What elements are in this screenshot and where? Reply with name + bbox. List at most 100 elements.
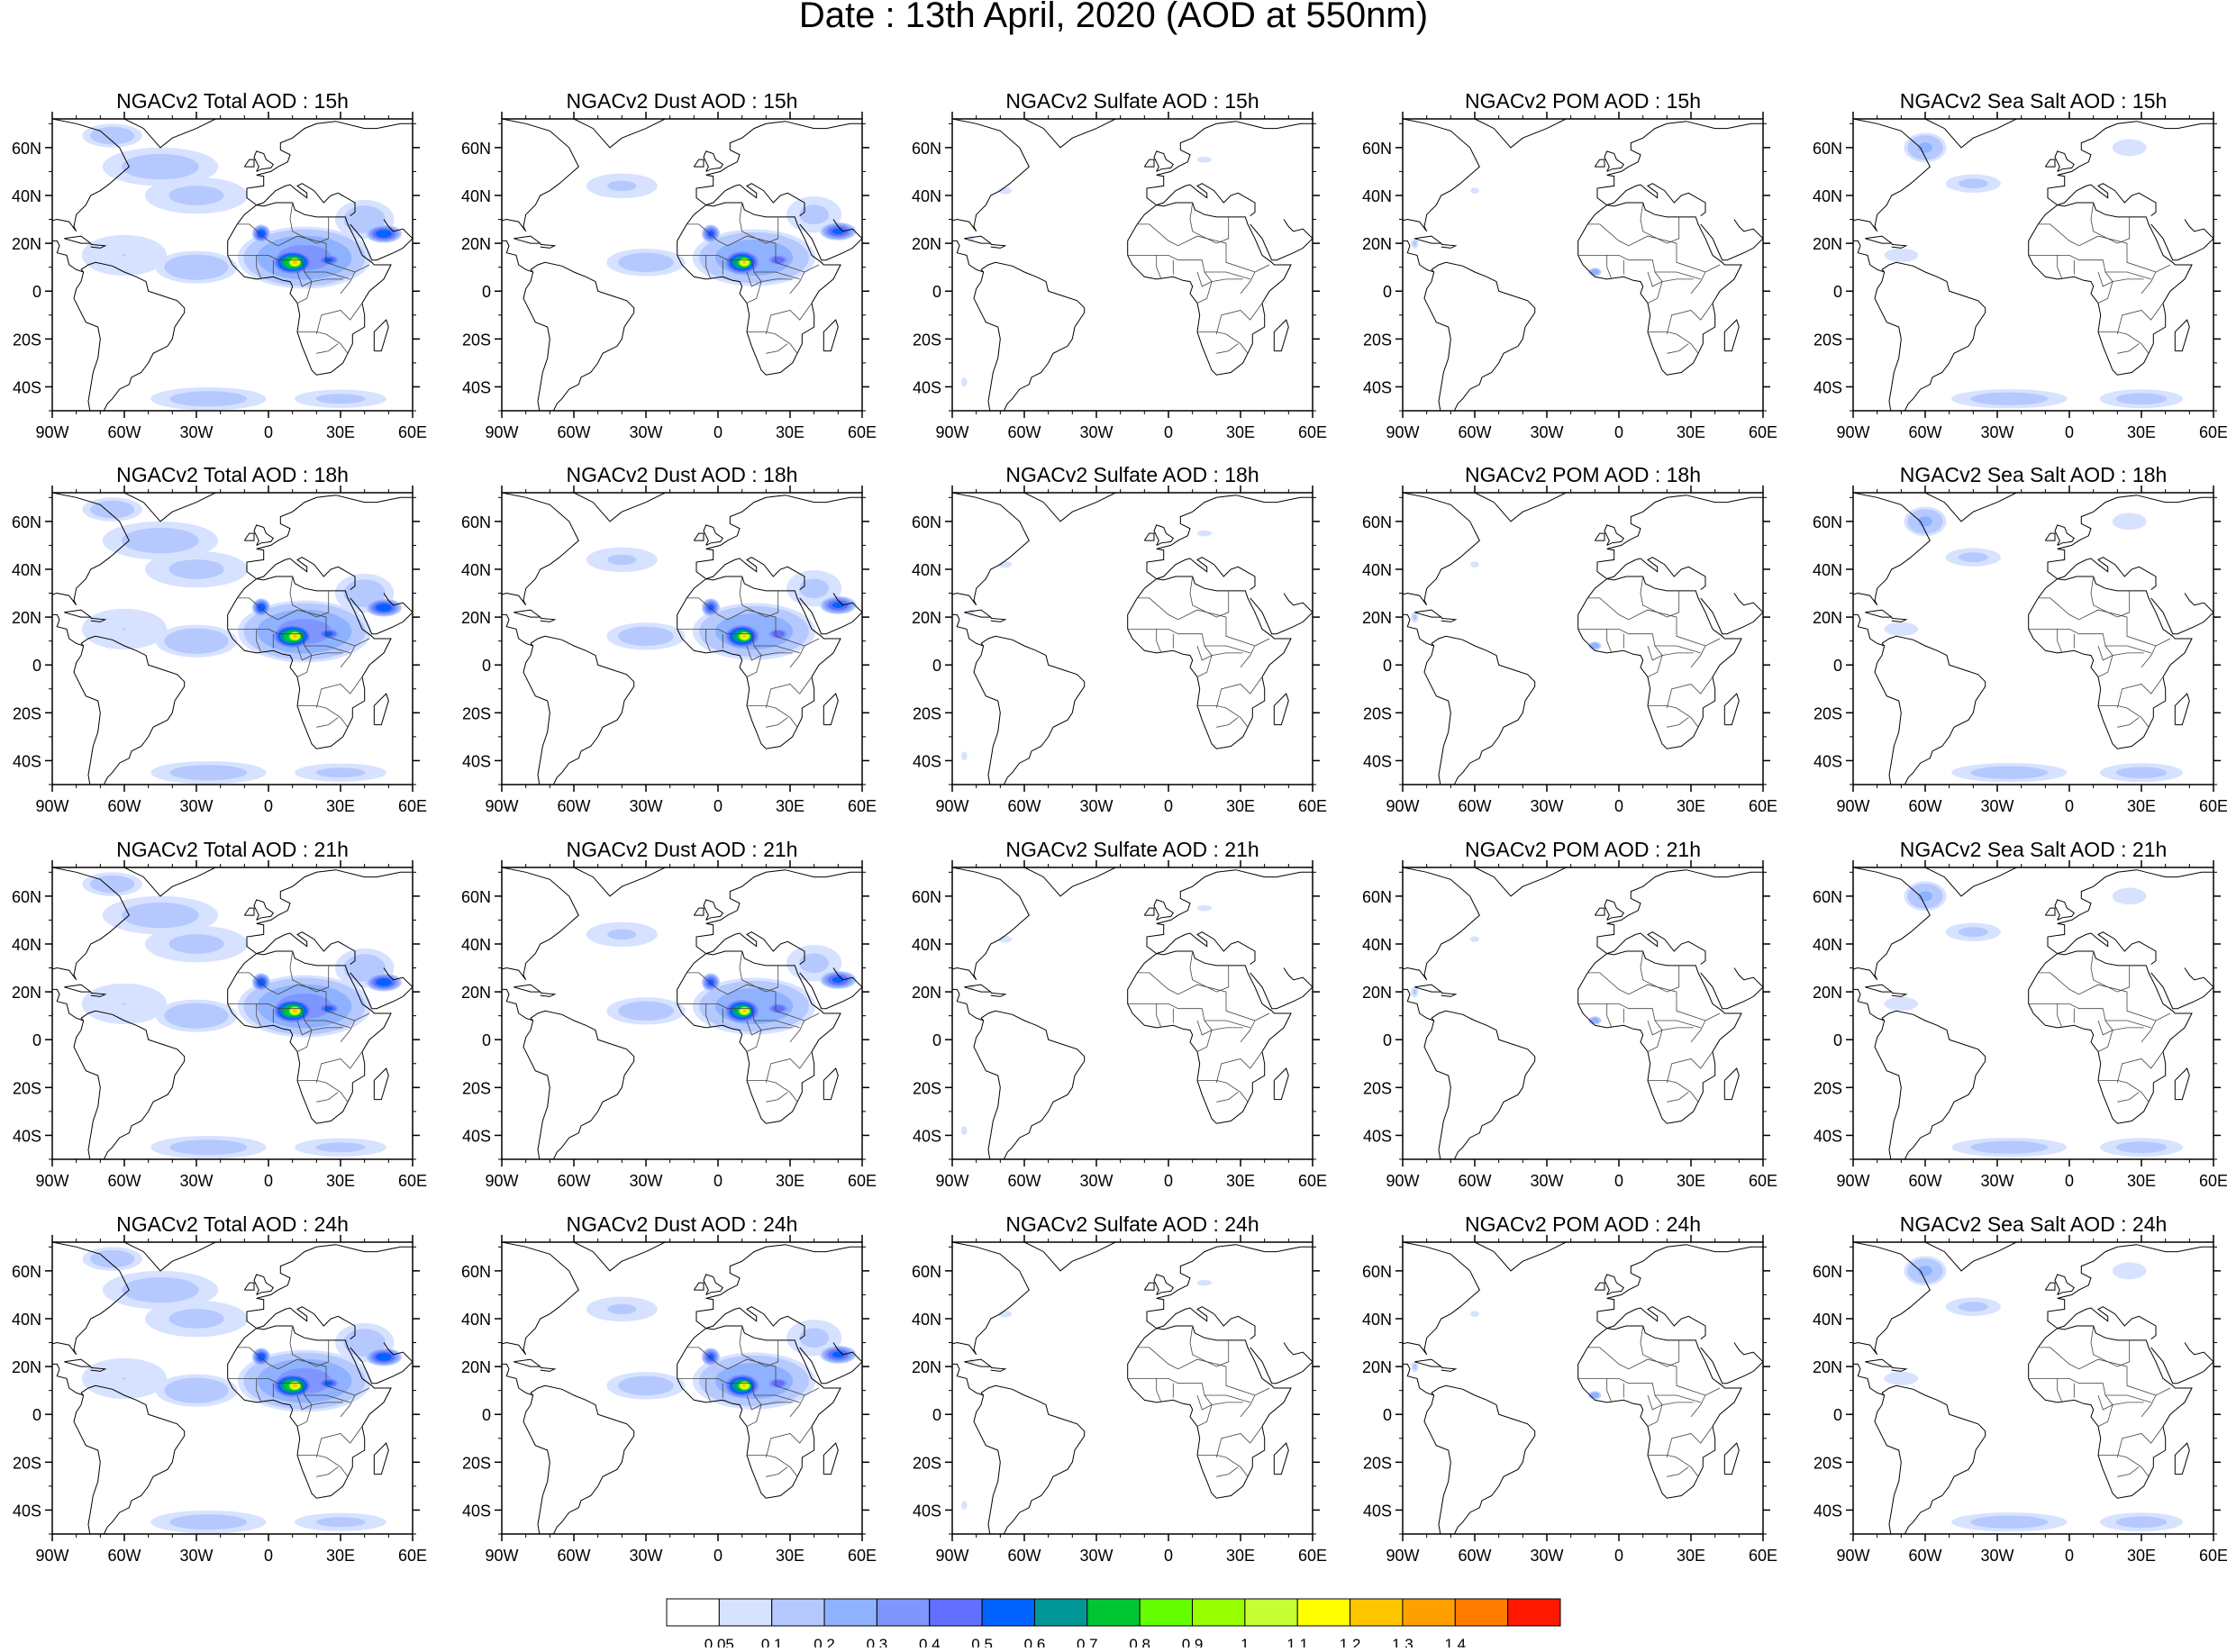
map-area [52, 493, 413, 785]
lon-tick-label: 90W [935, 423, 968, 441]
lat-tick-label: 20S [913, 1079, 941, 1097]
lon-tick-label: 30W [1980, 797, 2013, 815]
lon-tick-label: 30E [776, 1172, 804, 1190]
lat-tick-label: 0 [1383, 657, 1392, 675]
lat-tick-label: 60N [461, 140, 491, 158]
lat-tick-label: 20N [461, 1358, 491, 1376]
colorbar-label: 0.6 [1024, 1636, 1046, 1647]
map-panel: NGACv2 Dust AOD : 24h 60N 40N 20N 0 20S 40S 90W… [461, 1212, 877, 1565]
lat-tick-label: 20N [461, 609, 491, 627]
lat-tick-label: 0 [32, 1031, 41, 1049]
country-borders [1577, 1325, 1721, 1477]
lat-tick-label: 20N [12, 984, 41, 1002]
map-frame [1402, 1241, 1764, 1535]
country-borders [1577, 202, 1721, 354]
map-area [952, 867, 1313, 1159]
lon-tick-label: 60W [107, 797, 141, 815]
map-panel: NGACv2 Dust AOD : 21h 60N 40N 20N 0 20S 40S 90W… [461, 838, 877, 1190]
lon-tick-label: 30E [326, 1547, 355, 1565]
map-panel: NGACv2 Sea Salt AOD : 18h 60N 40N 20N 0 20S 40… [1813, 463, 2227, 815]
aod-field [586, 547, 857, 660]
lat-tick-label: 20S [1363, 1079, 1392, 1097]
map-frame [501, 867, 863, 1160]
map-area [1403, 493, 1763, 785]
lat-tick-label: 40S [462, 752, 491, 770]
map-area [952, 1242, 1313, 1534]
lon-tick-label: 60E [398, 1172, 427, 1190]
lat-tick-label: 60N [461, 513, 491, 531]
lat-tick-label: 20N [1362, 1358, 1392, 1376]
map-frame [951, 1241, 1313, 1535]
panel-title: NGACv2 Dust AOD : 21h [567, 838, 798, 861]
panel-title: NGACv2 Sulfate AOD : 15h [1005, 89, 1259, 113]
lon-tick-label: 0 [1614, 1547, 1623, 1565]
country-borders [1577, 576, 1721, 728]
aod-field [81, 872, 403, 1159]
lon-tick-label: 0 [714, 797, 723, 815]
lon-tick-label: 90W [1386, 1172, 1419, 1190]
map-panel: NGACv2 Total AOD : 18h 60N 40N 20N 0 20S 40S 90… [12, 463, 427, 815]
lon-tick-label: 60W [557, 797, 590, 815]
lat-tick-label: 0 [1383, 283, 1392, 301]
aod-field [1884, 506, 2184, 783]
map-area [1403, 119, 1763, 411]
panel-grid: NGACv2 Total AOD : 15h 60N 40N 20N 0 20S 40S 90… [12, 89, 2227, 1565]
lat-tick-label: 20N [12, 235, 41, 253]
lat-tick-label: 0 [932, 657, 941, 675]
lat-tick-label: 0 [482, 1406, 491, 1424]
lon-tick-label: 0 [264, 1172, 273, 1190]
lat-tick-label: 60N [12, 513, 41, 531]
lon-tick-label: 90W [1386, 797, 1419, 815]
colorbar-swatch [1139, 1598, 1194, 1627]
lat-tick-label: 0 [1383, 1031, 1392, 1049]
lon-tick-label: 30W [1530, 423, 1563, 441]
country-borders [227, 1325, 370, 1477]
panel-title: NGACv2 Total AOD : 24h [116, 1212, 349, 1236]
coastlines [952, 867, 1313, 1159]
coastlines [502, 493, 862, 785]
map-area [502, 119, 862, 411]
lon-tick-label: 60W [107, 1172, 141, 1190]
map-area [1853, 1242, 2213, 1534]
lat-tick-label: 60N [12, 888, 41, 906]
lat-tick-label: 40S [462, 1502, 491, 1520]
coastlines [1403, 867, 1763, 1159]
map-frame [951, 118, 1313, 412]
panel-title: NGACv2 Sea Salt AOD : 21h [1900, 838, 2168, 861]
lon-tick-label: 60E [848, 797, 877, 815]
lon-tick-label: 30E [1677, 423, 1705, 441]
lat-tick-label: 60N [461, 1263, 491, 1281]
country-borders [1127, 1325, 1270, 1477]
lat-tick-label: 60N [1813, 888, 1842, 906]
country-borders [227, 202, 370, 354]
lat-tick-label: 20N [912, 984, 941, 1002]
lon-tick-label: 30W [179, 1547, 213, 1565]
colorbar-label: 1.4 [1444, 1636, 1466, 1647]
lon-tick-label: 60W [557, 1547, 590, 1565]
lon-tick-label: 0 [1164, 423, 1173, 441]
figure-title: Date : 13th April, 2020 (AOD at 550nm) [799, 0, 1428, 35]
lon-tick-label: 60E [848, 423, 877, 441]
lon-tick-label: 60W [1458, 423, 1491, 441]
country-borders [1577, 950, 1721, 1103]
lat-tick-label: 40N [461, 936, 491, 954]
lon-tick-label: 90W [935, 1172, 968, 1190]
lat-tick-label: 60N [1813, 1263, 1842, 1281]
colorbar-swatch [1033, 1598, 1088, 1627]
lon-tick-label: 30E [326, 1172, 355, 1190]
lon-tick-label: 60E [848, 1547, 877, 1565]
colorbar-label: 0.1 [761, 1636, 783, 1647]
lon-tick-label: 0 [2065, 423, 2074, 441]
panel-title: NGACv2 Dust AOD : 15h [567, 89, 798, 113]
lon-tick-label: 0 [2065, 1172, 2074, 1190]
lat-tick-label: 20N [1813, 235, 1842, 253]
colorbar-swatch [1244, 1598, 1298, 1627]
lon-tick-label: 60E [398, 423, 427, 441]
lat-tick-label: 20N [12, 1358, 41, 1376]
lon-tick-label: 60W [1458, 797, 1491, 815]
country-borders [2028, 576, 2171, 728]
map-panel: NGACv2 Sulfate AOD : 21h 60N 40N 20N 0 20S 40S… [912, 838, 1327, 1190]
lat-tick-label: 60N [1362, 140, 1392, 158]
lat-tick-label: 40N [1362, 187, 1392, 205]
